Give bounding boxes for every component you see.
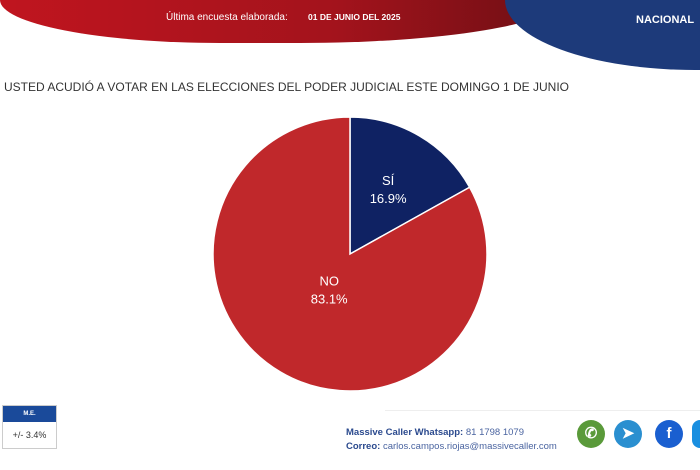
survey-label: Última encuesta elaborada: [166,12,288,23]
facebook-icon[interactable]: f [655,420,683,448]
slice-value-label: 83.1% [311,291,348,306]
margin-error-label: M.E. [3,406,56,422]
whatsapp-number: 81 1798 1079 [465,427,524,438]
twitter-icon[interactable] [692,420,700,448]
pie-slice-no [212,116,488,392]
margin-error-value: +/- 3.4% [12,430,47,440]
chart-title: USTED ACUDIÓ A VOTAR EN LAS ELECCIONES D… [4,80,570,94]
whatsapp-label: Massive Caller Whatsapp: [346,427,464,438]
pie-slice-si [349,116,471,256]
email-label: Correo: [346,441,381,452]
telegram-icon[interactable]: ➤ [614,420,642,448]
margin-error-box: M.E. +/- 3.4% [2,405,57,449]
contact-info: Massive Caller Whatsapp: 81 1798 1079 Co… [346,426,557,454]
slice-label: NO [319,273,339,288]
slice-value-label: 16.9% [370,191,407,206]
survey-date: 01 DE JUNIO DEL 2025 [308,12,401,22]
email: carlos.campos.riojas@massivecaller.com [382,441,557,452]
whatsapp-icon[interactable]: ✆ [577,420,605,448]
scope-label: NACIONAL [636,14,695,26]
footer-divider [385,410,700,411]
slice-label: SÍ [382,173,395,188]
